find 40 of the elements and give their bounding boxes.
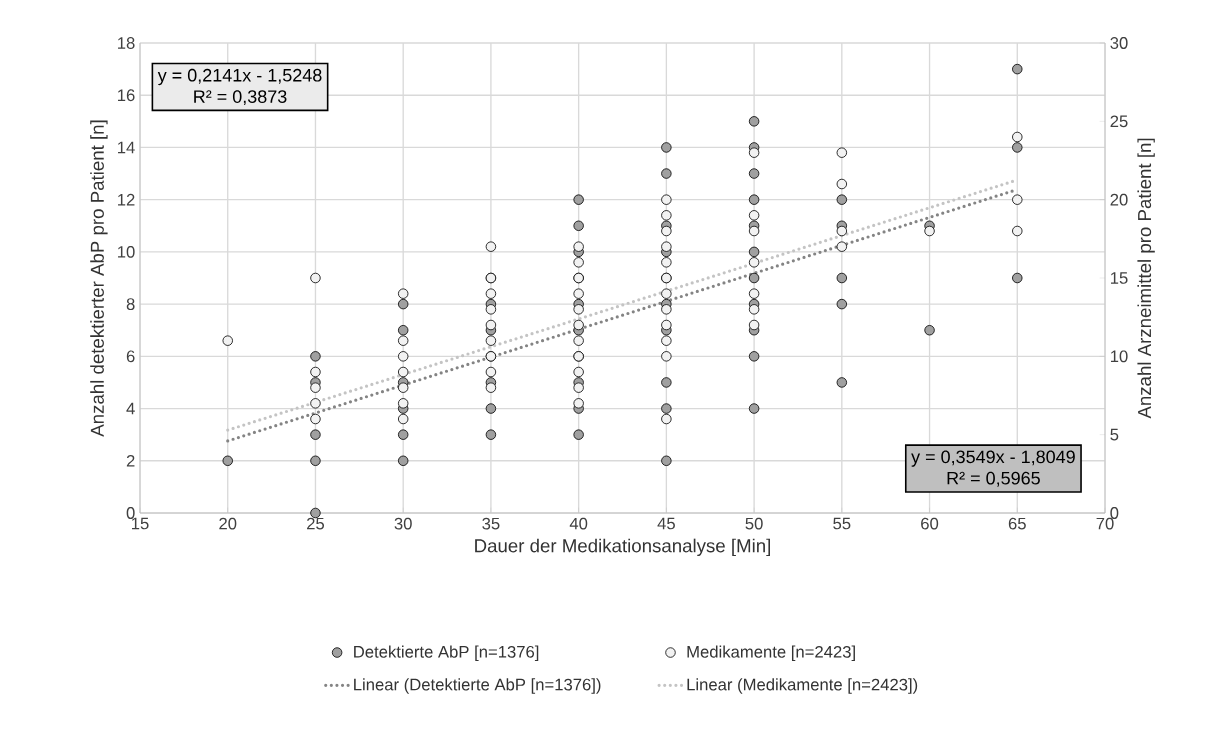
x-tick-label: 70 xyxy=(1096,517,1114,530)
y2-tick-label: 20 xyxy=(1110,193,1128,206)
x-tick-label: 45 xyxy=(657,517,675,530)
annotation: y = 0,2141x - 1,5248 xyxy=(157,68,322,86)
y2-axis-title: Anzahl Arzneimittel pro Patient [n] xyxy=(1137,138,1155,419)
legend-label: Detektierte AbP [n=1376] xyxy=(354,645,539,662)
x-tick-label: 15 xyxy=(132,517,149,530)
y2-tick-label: 25 xyxy=(1110,115,1128,128)
x-tick-label: 50 xyxy=(745,517,763,530)
y2-tick-label: 15 xyxy=(1111,272,1128,284)
x-tick-label: 30 xyxy=(394,517,412,530)
y-tick-label: 10 xyxy=(118,246,135,258)
legend-label: Linear (Detektierte AbP [n=1376]) xyxy=(354,678,601,694)
y2-tick-label: 10 xyxy=(1111,350,1128,363)
x-tick-label: 20 xyxy=(219,517,237,530)
y-tick-label: 2 xyxy=(126,454,135,467)
legend-label: Linear (Medikamente [n=2423]) xyxy=(687,678,918,694)
x-tick-label: 35 xyxy=(482,517,500,530)
y-tick-label: 6 xyxy=(126,350,135,363)
y-tick-label: 12 xyxy=(118,193,135,206)
legend-label: Medikamente [n=2423] xyxy=(687,645,855,662)
y2-tick-label: 30 xyxy=(1110,37,1128,49)
x-tick-label: 25 xyxy=(307,517,325,530)
y-tick-label: 16 xyxy=(118,89,135,102)
y-tick-label: 18 xyxy=(118,37,135,49)
annotation: y = 0,3549x - 1,8049 xyxy=(911,450,1075,467)
x-axis-title: Dauer der Medikationsanalyse [Min] xyxy=(475,538,770,557)
x-tick-label: 65 xyxy=(1008,517,1026,530)
x-tick-label: 55 xyxy=(833,517,851,530)
y2-tick-label: 0 xyxy=(1110,507,1119,519)
y2-tick-label: 5 xyxy=(1110,428,1119,441)
y-tick-label: 4 xyxy=(126,402,135,415)
y-tick-label: 8 xyxy=(126,298,135,311)
y-tick-label: 14 xyxy=(118,141,135,154)
y-tick-label: 0 xyxy=(126,507,135,519)
x-tick-label: 40 xyxy=(569,517,588,530)
y-axis-title: Anzahl detektierter AbP pro Patient [n] xyxy=(90,120,108,437)
annotation: R² = 0,3873 xyxy=(194,90,287,106)
x-tick-label: 60 xyxy=(921,517,939,530)
annotation: R² = 0,5965 xyxy=(947,471,1040,487)
